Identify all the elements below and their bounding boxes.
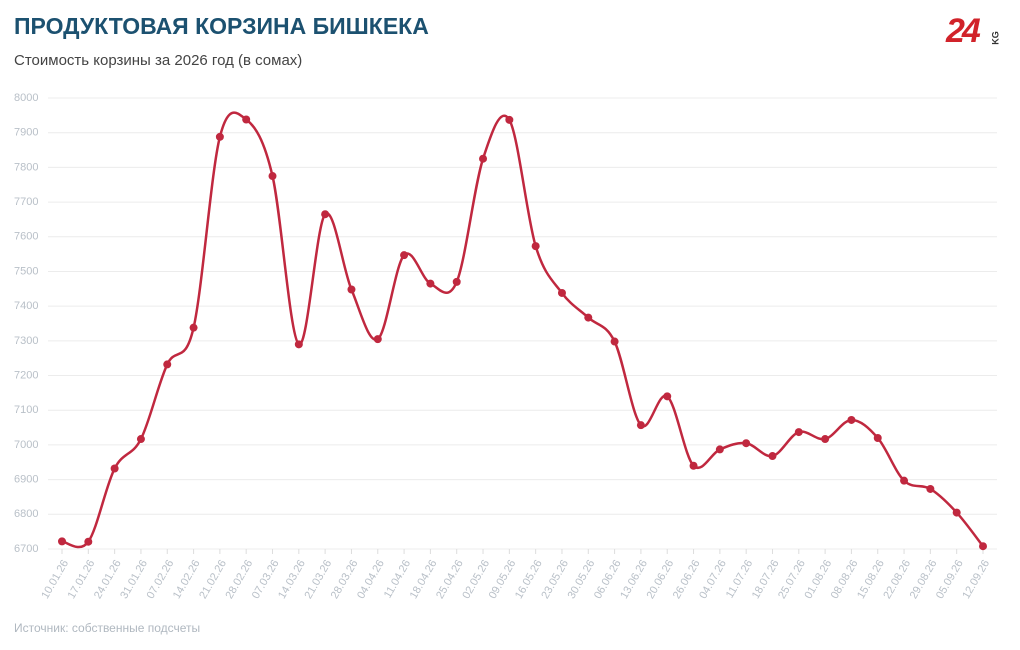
point — [58, 537, 66, 546]
point — [136, 435, 145, 444]
chart-subtitle: Стоимость корзины за 2026 год (в сомах) — [14, 52, 302, 69]
y-tick-label: 6900 — [14, 474, 38, 486]
y-tick-label: 7900 — [14, 127, 38, 139]
point — [794, 428, 803, 437]
source: Источник: собственные подсчеты — [14, 621, 200, 635]
point — [347, 285, 356, 294]
logo: 24 — [945, 12, 981, 50]
y-tick-label: 7400 — [14, 300, 38, 312]
y-tick-label: 6800 — [14, 508, 38, 520]
point — [479, 154, 488, 163]
y-tick-label: 7300 — [14, 335, 38, 347]
chart-title: ПРОДУКТОВАЯ КОРЗИНА БИШКЕКА — [14, 13, 429, 39]
y-tick-label: 7500 — [14, 265, 38, 277]
point — [979, 542, 987, 551]
point — [242, 115, 251, 124]
point — [294, 340, 303, 349]
y-tick-label: 7200 — [14, 369, 38, 381]
point — [505, 115, 514, 124]
logo-suffix: KG — [990, 31, 1000, 45]
point — [531, 242, 540, 251]
point — [715, 445, 724, 454]
point — [215, 132, 224, 141]
point — [189, 323, 198, 332]
point — [847, 415, 856, 424]
point — [689, 461, 698, 470]
point — [584, 313, 593, 322]
point — [426, 279, 435, 288]
point — [373, 335, 382, 344]
y-tick-label: 7100 — [14, 404, 38, 416]
point — [636, 421, 645, 430]
line — [61, 111, 984, 549]
y-tick-label: 7600 — [14, 231, 38, 243]
point — [900, 476, 909, 485]
point — [610, 337, 619, 346]
point — [452, 277, 461, 286]
point — [110, 464, 119, 473]
y-tick-label: 7000 — [14, 439, 38, 451]
point — [400, 251, 409, 260]
y-tick-label: 7800 — [14, 161, 38, 173]
point — [663, 392, 672, 401]
point — [926, 484, 935, 493]
point — [768, 452, 777, 461]
point — [952, 508, 961, 517]
y-tick-label: 8000 — [14, 92, 38, 104]
point — [84, 537, 93, 546]
point — [268, 172, 277, 181]
point — [163, 360, 172, 369]
point — [321, 210, 330, 219]
point — [821, 435, 830, 444]
y-tick-label: 7700 — [14, 196, 38, 208]
point — [557, 288, 566, 297]
point — [873, 433, 882, 442]
y-tick-label: 6700 — [14, 543, 38, 555]
point — [742, 439, 751, 448]
